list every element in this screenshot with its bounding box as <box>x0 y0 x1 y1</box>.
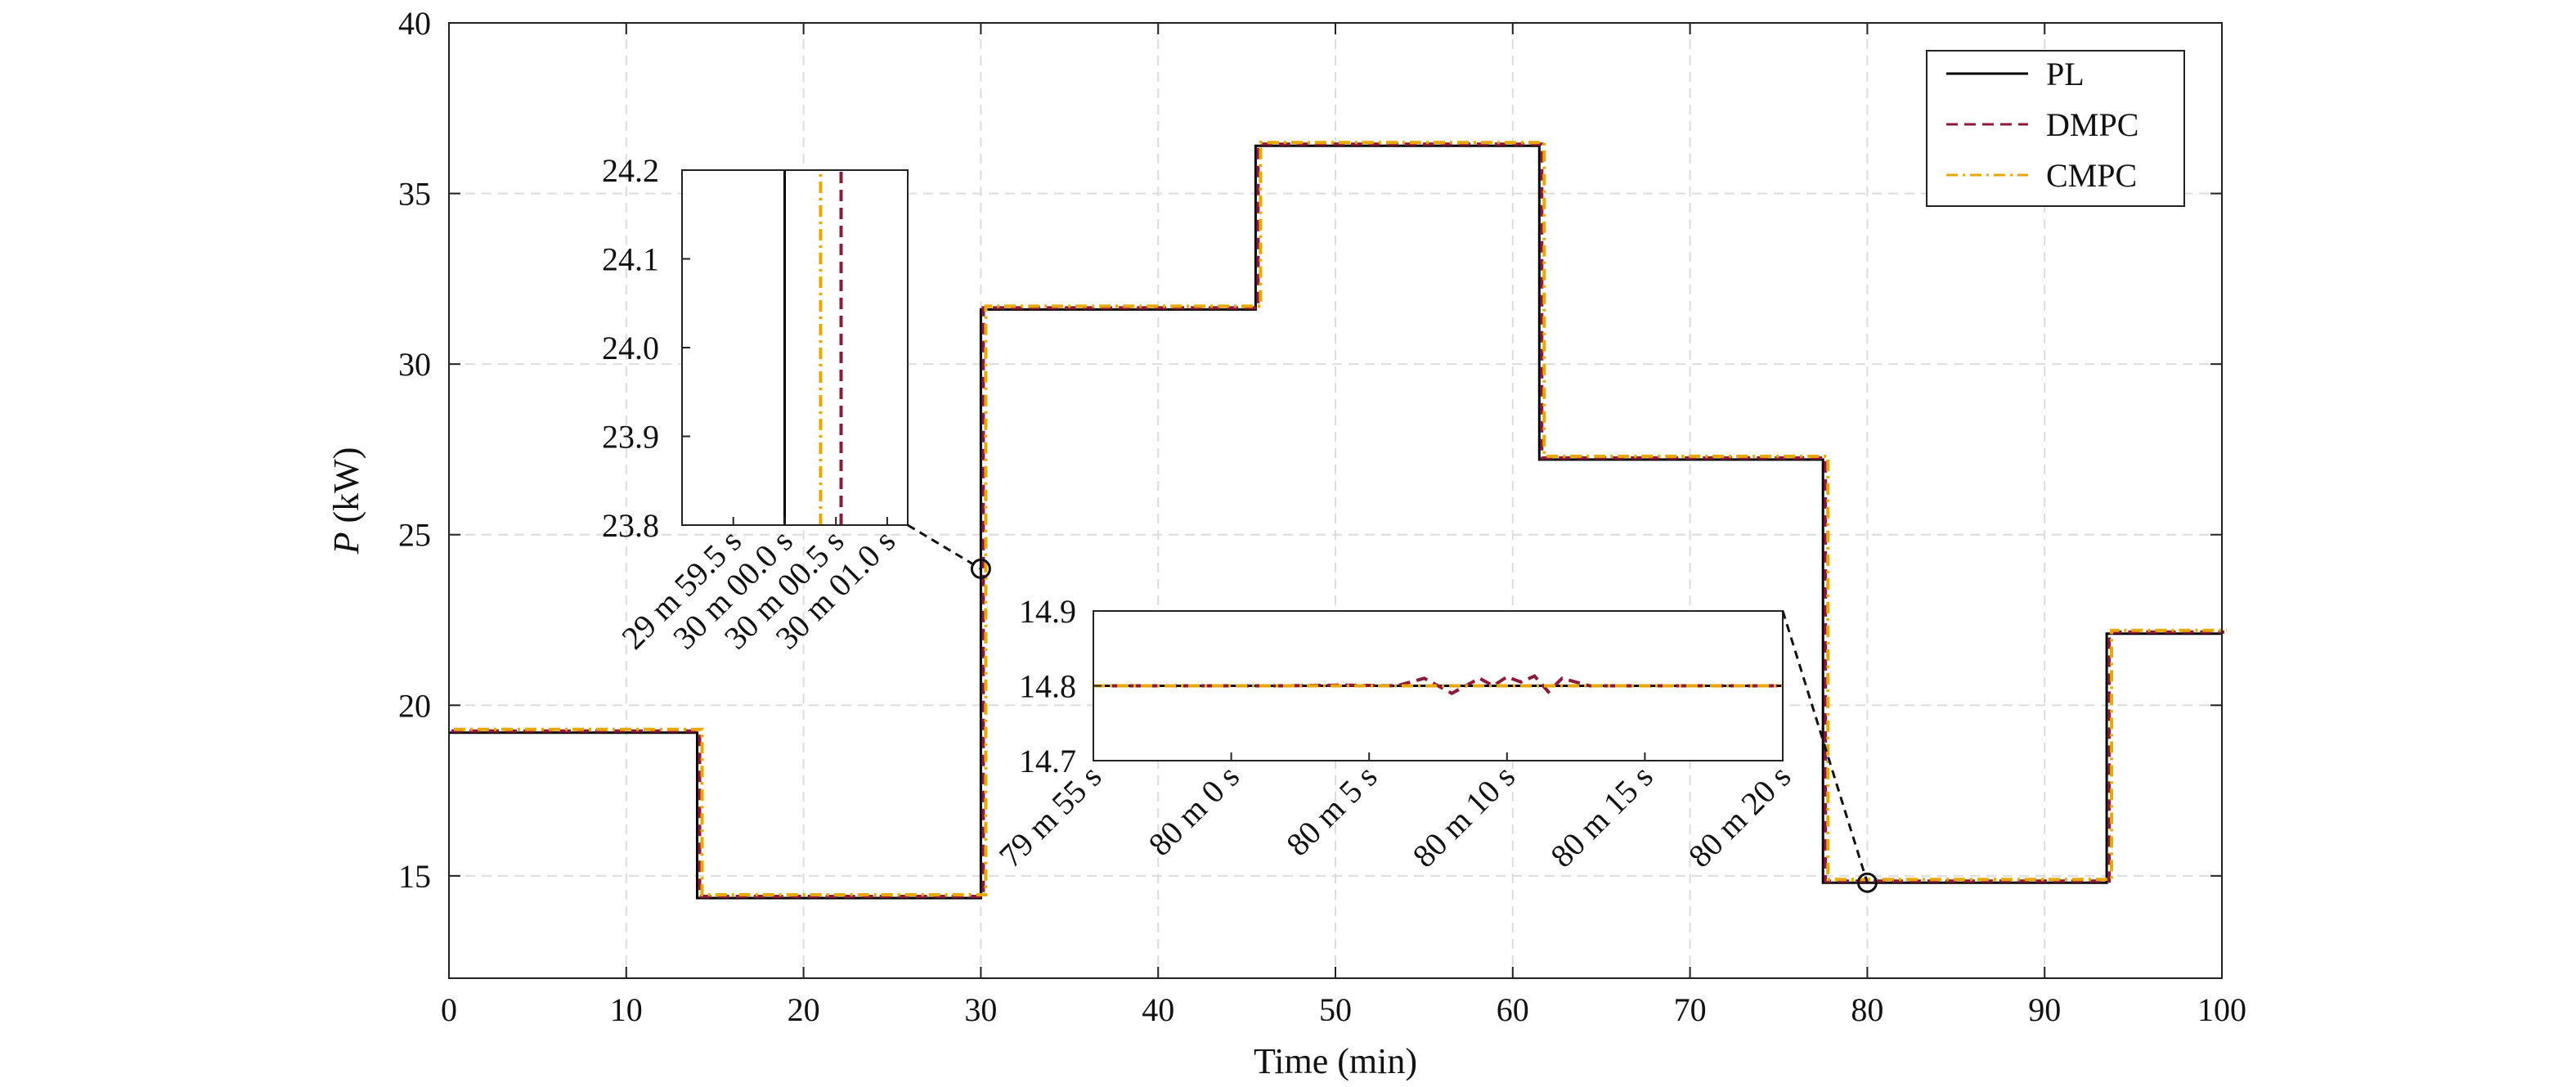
y-axis-title: P (kW) <box>326 447 366 555</box>
y-tick-label: 30 <box>398 346 431 383</box>
series-line-cmpc <box>454 141 2227 896</box>
y-tick-label: 20 <box>398 687 431 724</box>
x-tick-label: 60 <box>1497 991 1529 1028</box>
x-axis-ticks: 0 10 20 30 40 50 60 70 80 90 100 <box>441 23 2246 1028</box>
x-tick-label: 0 <box>441 991 457 1028</box>
x-tick-label: 50 <box>1319 991 1352 1028</box>
x-tick-label: 20 <box>788 991 820 1028</box>
zoom-marker <box>1856 872 1878 893</box>
x-tick-label: 90 <box>2028 991 2061 1028</box>
x-tick-label: 80 <box>1851 991 1883 1028</box>
inset-background <box>682 170 908 525</box>
y-tick-label: 35 <box>398 176 431 213</box>
zoom-marker <box>970 558 991 579</box>
y-tick-label: 15 <box>398 858 431 895</box>
inset-y-tick-label: 14.8 <box>1019 668 1076 705</box>
series-group <box>449 141 2227 900</box>
y-axis-title-symbol: P <box>326 532 366 555</box>
legend: PL DMPC CMPC <box>1926 50 2185 207</box>
inset-y-tick-label: 23.9 <box>602 419 659 456</box>
inset-y-tick-label: 24.1 <box>602 241 659 278</box>
x-tick-label: 10 <box>610 991 643 1028</box>
x-tick-label: 40 <box>1142 991 1174 1028</box>
inset-y-tick-label: 14.7 <box>1019 743 1076 779</box>
legend-label-pl: PL <box>2046 56 2085 92</box>
inset-leader-line <box>1781 610 1869 883</box>
legend-label-cmpc: CMPC <box>2046 157 2137 194</box>
y-axis-title-unit: (kW) <box>326 447 366 532</box>
x-axis-title: Time (min) <box>1254 1041 1417 1081</box>
inset-y-tick-label: 14.9 <box>1019 593 1076 630</box>
inset-leader-line <box>907 523 982 570</box>
legend-label-dmpc: DMPC <box>2046 106 2138 143</box>
inset-y-tick-label: 24.2 <box>602 152 659 189</box>
y-tick-label: 25 <box>398 517 431 554</box>
y-tick-label: 40 <box>398 5 431 42</box>
x-tick-label: 100 <box>2197 991 2246 1028</box>
inset-y-tick-label: 23.8 <box>602 507 659 544</box>
x-tick-label: 30 <box>964 991 997 1028</box>
legend-box <box>1926 50 2185 207</box>
y-axis-ticks: 15 20 25 30 35 40 <box>398 5 2222 895</box>
x-tick-label: 70 <box>1674 991 1707 1028</box>
inset-y-tick-label: 24.0 <box>602 330 659 366</box>
